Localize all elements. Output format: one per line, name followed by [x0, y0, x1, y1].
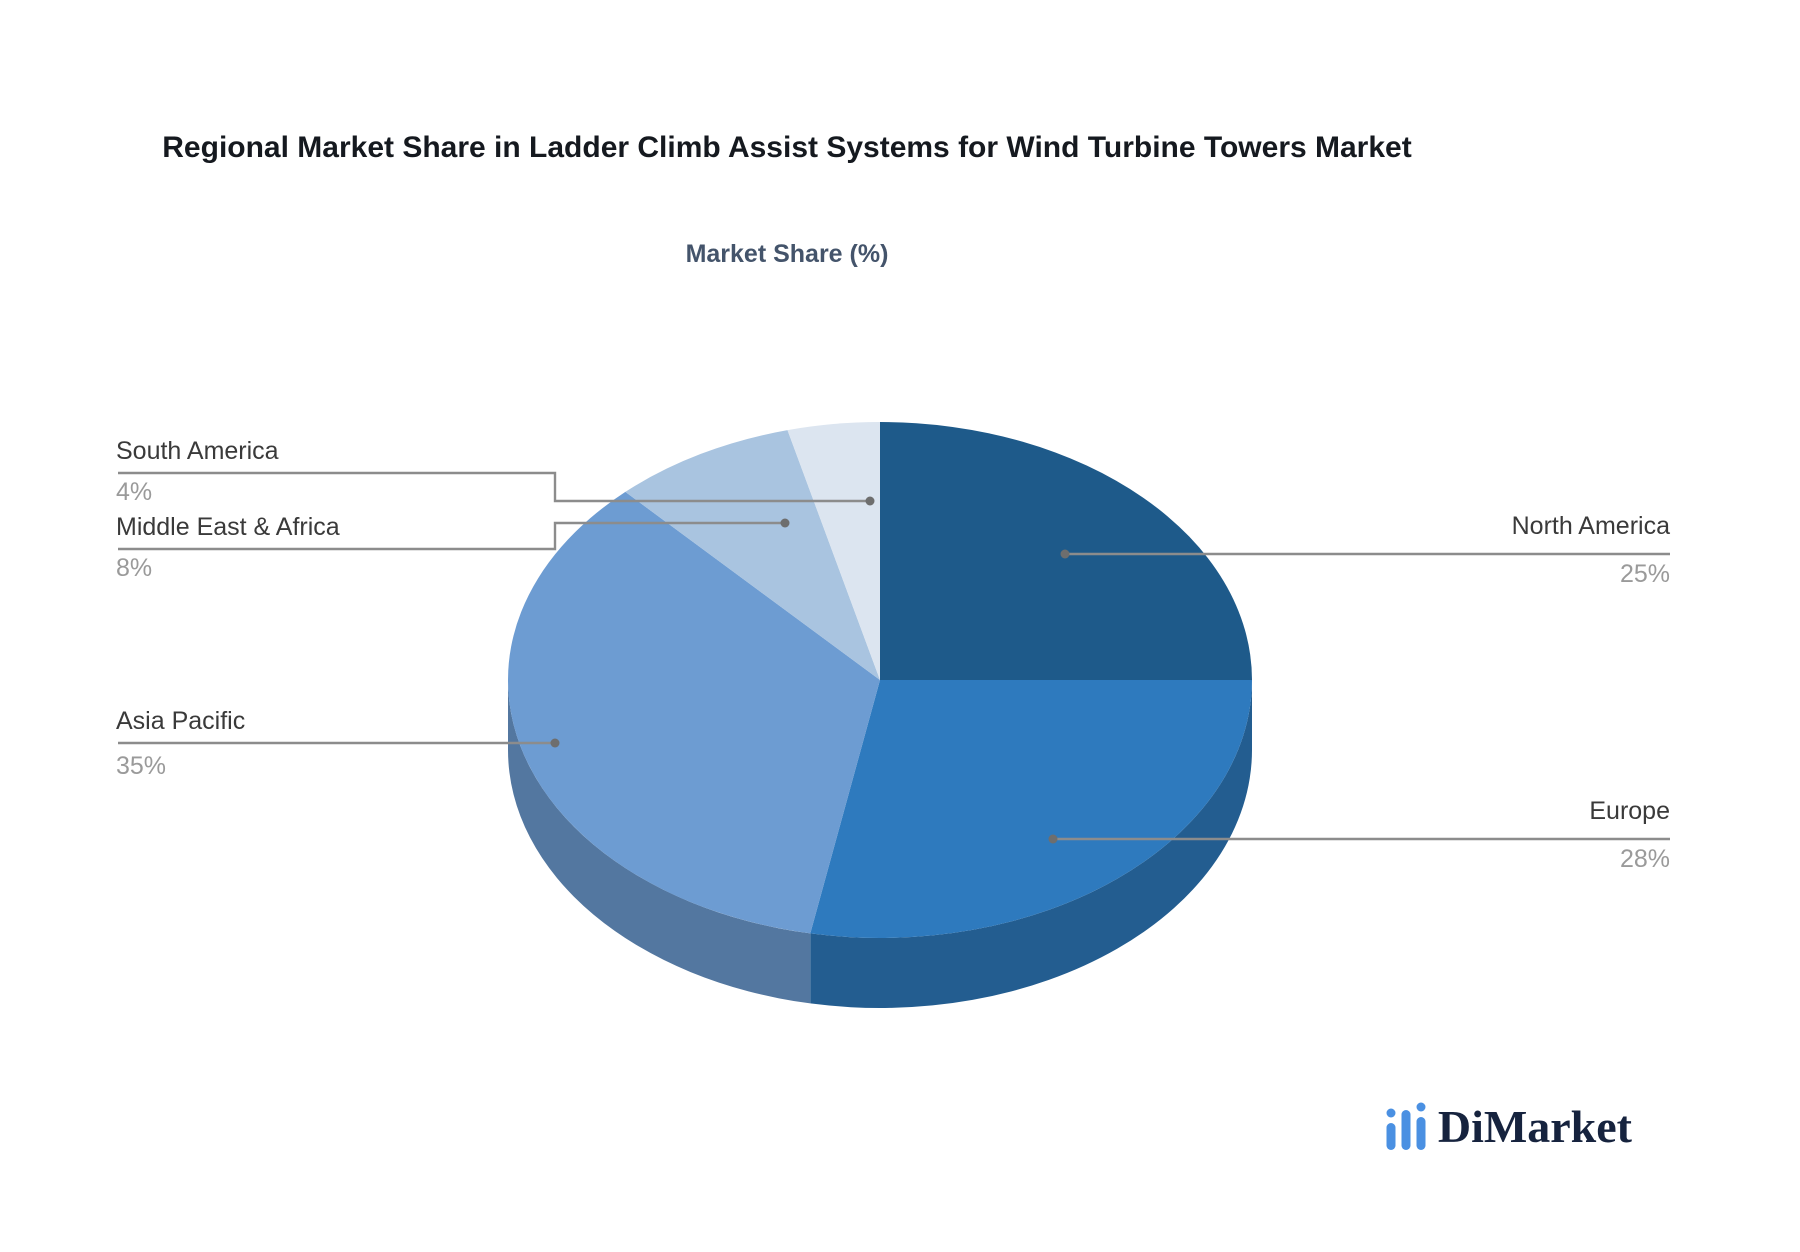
slice-label-europe: Europe: [1589, 797, 1670, 825]
leader-line-south-america: [118, 471, 870, 503]
slice-pct-europe: 28%: [1619, 845, 1670, 873]
logo-text: DiMarket: [1437, 1101, 1632, 1152]
leader-dot-middle-east-africa: [780, 518, 790, 528]
pie-slice-middle-east-africa[interactable]: [625, 430, 880, 680]
pie-slice-asia-pacific[interactable]: [507, 491, 880, 934]
leader-line-middle-east-africa: [118, 521, 785, 551]
chart-title: Regional Market Share in Ladder Climb As…: [162, 131, 1412, 164]
pie-slice-south-america[interactable]: [787, 422, 880, 680]
slice-pct-south-america: 4%: [116, 478, 153, 506]
leader-dot-asia-pacific: [550, 738, 560, 748]
bar-chart-icon: [1386, 1102, 1426, 1150]
chart-subtitle: Market Share (%): [685, 240, 889, 268]
slice-label-middle-east-africa: Middle East & Africa: [116, 513, 340, 541]
slice-label-asia-pacific: Asia Pacific: [116, 707, 246, 735]
leader-dot-south-america: [865, 496, 875, 506]
pie-slice-side-europe: [810, 680, 1252, 1009]
pie-slice-side-asia-pacific: [507, 680, 811, 1004]
dimarket-logo: DiMarket: [1384, 1100, 1632, 1150]
slice-pct-north-america: 25%: [1619, 560, 1670, 588]
slice-label-north-america: North America: [1511, 512, 1670, 540]
leader-dot-europe: [1048, 834, 1058, 844]
leader-dot-north-america: [1060, 549, 1070, 559]
slice-pct-asia-pacific: 35%: [116, 752, 167, 780]
slice-pct-middle-east-africa: 8%: [116, 554, 153, 582]
slice-label-south-america: South America: [116, 437, 279, 465]
pie-slice-europe[interactable]: [810, 680, 1252, 938]
